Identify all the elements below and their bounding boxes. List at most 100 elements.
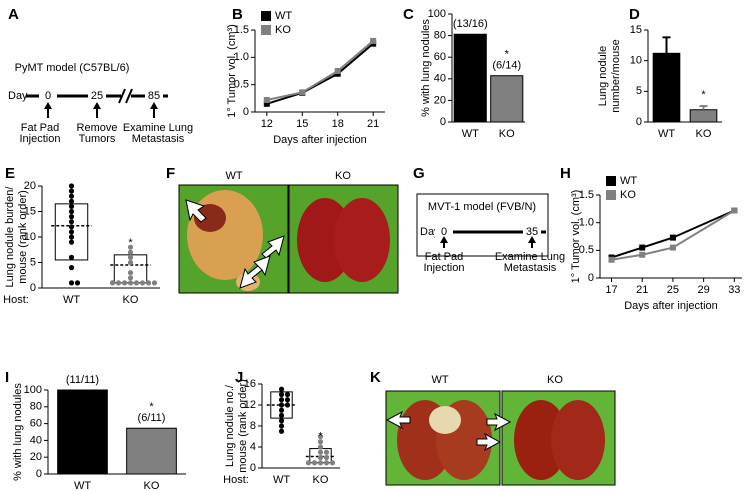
tissue [514,400,568,480]
x-tick-label: 33 [728,284,740,296]
point [68,188,75,194]
day-label: Day [8,90,28,102]
point [74,280,81,286]
point [127,270,134,276]
point [731,207,738,214]
point [608,256,615,263]
point [127,249,134,255]
y-tick-label: 0 [36,468,42,480]
point [68,214,75,220]
day: 0 [45,90,51,102]
point [334,68,341,74]
arrow-head [528,236,536,243]
point [68,203,75,209]
tissue [194,204,226,232]
point [284,391,291,398]
panel-label: I [5,369,9,386]
event-label: Injection [424,262,465,274]
point [127,280,134,286]
panel-label: A [8,6,19,23]
y-tick-label: 1.0 [579,217,594,229]
y-tick-label: 60 [434,51,446,63]
legend-label: WT [620,175,637,187]
y-tick-label: 5 [30,256,36,268]
y-tick-label: 0 [440,116,446,128]
y-axis-title: 1° Tumor vol. (cm³) [570,190,582,284]
point [323,449,330,455]
bar [490,75,524,123]
legend-swatch [606,176,616,186]
y-tick-label: 20 [24,180,36,192]
point [639,244,646,251]
y-tick-label: 0.5 [234,79,249,91]
y-tick-label: 4 [250,441,256,453]
value-label: (6/14) [492,60,521,72]
x-tick-label: 25 [667,284,679,296]
break-mark [125,88,133,104]
panel-label: H [560,165,571,182]
y-axis-title: % with lung nodules [420,19,432,117]
panel-label: B [232,6,243,23]
significance: * [149,401,154,413]
bar [689,109,718,123]
x-tick-label: 29 [697,284,709,296]
point [370,37,377,44]
point [127,244,134,250]
point [329,460,336,466]
point [317,454,324,461]
point [278,423,285,429]
point [151,280,158,286]
event-label: Examine Lung [495,251,565,263]
point [68,234,75,240]
diagram-title: MVT-1 model (FVB/N) [428,201,536,213]
y-axis-title: Lung nodule burden/mouse (rank order) [4,186,29,288]
y-axis-title: % with lung nodules [12,383,24,481]
y-tick-label: 8 [250,420,256,432]
point [669,234,676,241]
point [317,433,324,440]
point [317,444,324,450]
x-tick-label: KO [144,480,160,491]
y-tick-label: 12 [244,399,256,411]
day-bg [88,90,106,102]
series-line [611,209,735,259]
y-tick-label: 0 [250,462,256,474]
y-tick-label: 0 [30,282,36,294]
y-tick-label: 10 [630,55,642,67]
point [68,208,75,215]
arrow-head [93,102,101,109]
point [127,259,134,266]
day-bg [39,90,57,102]
point [311,460,318,466]
x-tick-label: WT [462,128,479,140]
y-axis-title: Lung nodule no./mouse (rank order) [224,379,249,473]
x-tick-label: WT [273,474,290,486]
point [68,183,75,189]
bar [652,52,681,123]
value-label: (11/11) [66,374,99,386]
day-bg [145,90,163,102]
point [121,280,128,286]
event-label: Remove [77,122,118,134]
point [68,280,75,286]
x-tick-label: 12 [261,118,273,130]
frame [416,193,549,257]
point [323,454,330,461]
day-bg [523,226,541,238]
bar [126,427,177,475]
tissue [334,198,390,282]
y-tick-label: 40 [30,434,42,446]
significance: * [318,430,323,442]
point [68,198,75,204]
legend-swatch [261,25,271,35]
point [317,449,324,455]
point [278,418,285,424]
legend-label: KO [620,189,636,201]
y-tick-label: 0.5 [579,244,594,256]
point [278,391,285,398]
y-tick-label: 1.5 [579,189,594,201]
series-line [611,209,735,261]
point [68,224,75,230]
